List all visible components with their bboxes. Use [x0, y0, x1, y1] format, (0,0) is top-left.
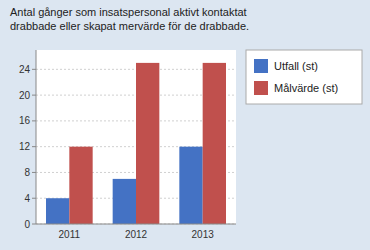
bar — [113, 179, 136, 224]
y-axis-line — [36, 50, 37, 224]
bar — [179, 147, 202, 224]
title: Antal gånger som insatspersonal aktivt k… — [10, 6, 247, 18]
y-tick-label: 16 — [19, 115, 31, 126]
grid-line — [36, 224, 236, 225]
y-tick-label: 8 — [24, 167, 30, 178]
legend-swatch — [254, 59, 268, 73]
bar — [136, 63, 159, 224]
legend-box — [246, 50, 362, 104]
y-tick-label: 24 — [19, 64, 31, 75]
y-tick-label: 0 — [24, 219, 30, 230]
x-tick-label: 2012 — [125, 229, 148, 240]
x-axis-line — [36, 224, 236, 225]
bars — [46, 63, 226, 224]
y-tick — [32, 146, 36, 147]
x-tick-label: 2011 — [59, 229, 81, 240]
bar — [203, 63, 226, 224]
subtitle: drabbade eller skapat mervärde för de dr… — [10, 20, 249, 32]
legend-label: Målvärde (st) — [274, 82, 338, 94]
y-tick-label: 4 — [24, 193, 30, 204]
chart-container: Antal gånger som insatspersonal aktivt k… — [0, 0, 370, 250]
y-tick-label: 12 — [19, 141, 31, 152]
bar — [69, 147, 92, 224]
plot-background — [36, 50, 236, 224]
y-tick — [32, 172, 36, 173]
y-tick — [32, 198, 36, 199]
y-tick — [32, 224, 36, 225]
y-tick — [32, 69, 36, 70]
y-tick-label: 20 — [19, 90, 31, 101]
y-tick — [32, 95, 36, 96]
legend-swatch — [254, 81, 268, 95]
legend: Utfall (st) Målvärde (st) — [246, 50, 362, 104]
bar — [46, 198, 69, 224]
chart: Antal gånger som insatspersonal aktivt k… — [0, 0, 370, 250]
y-tick — [32, 120, 36, 121]
legend-label: Utfall (st) — [274, 60, 318, 72]
x-tick-label: 2013 — [192, 229, 215, 240]
